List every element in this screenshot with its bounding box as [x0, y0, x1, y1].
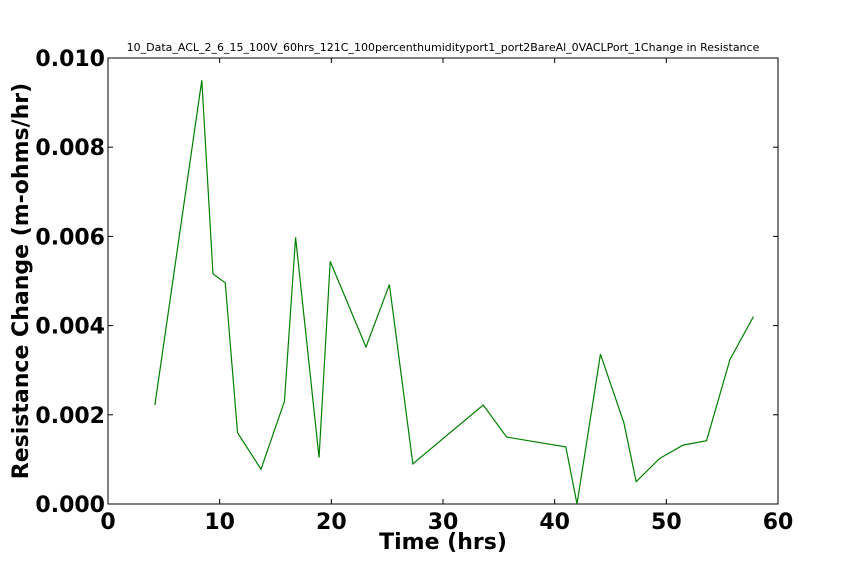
y-axis-label: Resistance Change (m-ohms/hr)	[9, 83, 34, 479]
x-tick-label: 0	[100, 510, 115, 535]
y-tick-label: 0.006	[35, 225, 105, 250]
x-tick-label: 30	[428, 510, 459, 535]
x-tick-label: 40	[539, 510, 570, 535]
y-tick-label: 0.000	[35, 493, 105, 518]
y-tick-label: 0.010	[35, 47, 105, 72]
x-tick-label: 10	[204, 510, 235, 535]
series-lines	[154, 80, 754, 505]
y-tick-label: 0.008	[35, 136, 105, 161]
series-line-0	[154, 80, 754, 505]
y-axis-tick-labels: 0.000 0.002 0.004 0.006 0.008 0.010	[35, 47, 105, 518]
x-axis-tick-labels: 0 10 20 30 40 50 60	[100, 510, 793, 535]
x-tick-label: 20	[316, 510, 347, 535]
x-tick-label: 60	[763, 510, 794, 535]
y-axis-ticks	[108, 57, 778, 505]
y-tick-label: 0.004	[35, 315, 105, 340]
chart-title: 10_Data_ACL_2_6_15_100V_60hrs_121C_100pe…	[127, 41, 760, 54]
x-axis-label: Time (hrs)	[379, 530, 507, 555]
x-tick-label: 50	[651, 510, 682, 535]
x-axis-ticks	[107, 58, 779, 504]
y-tick-label: 0.002	[35, 404, 105, 429]
plot-area	[107, 57, 779, 505]
